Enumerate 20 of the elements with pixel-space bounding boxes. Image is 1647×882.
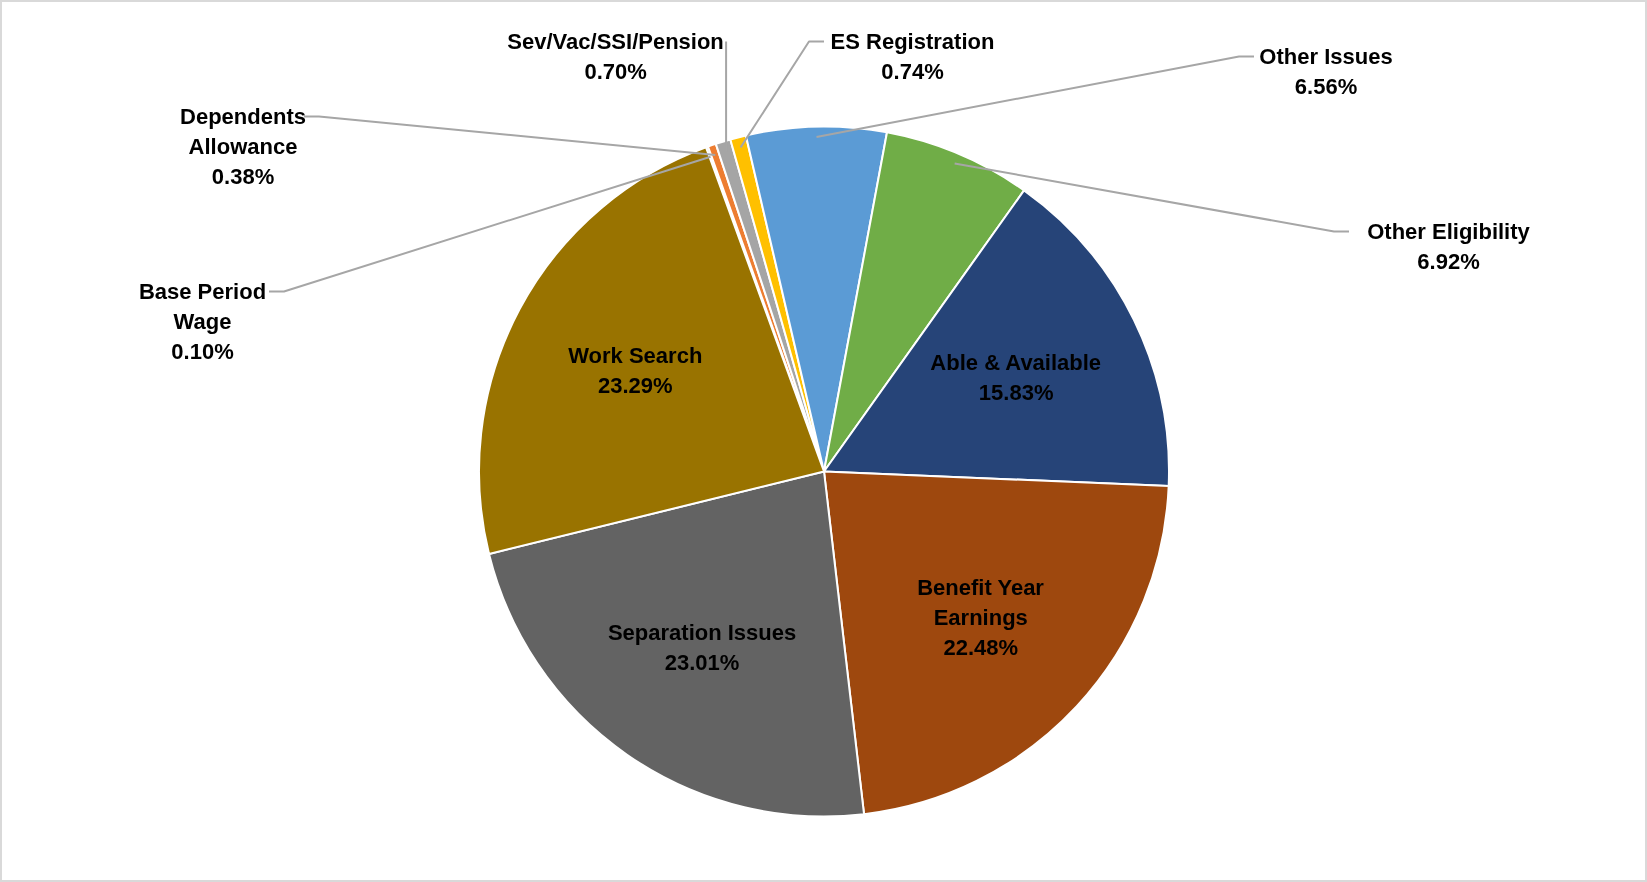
slice-label: Base Period Wage [138,279,267,334]
data-label: 0.38% [211,164,275,189]
data-label: 0.70% [584,59,647,84]
data-label: 0.74% [881,59,944,84]
slice-label: ES Registration [830,29,995,54]
slice-label: Work Search [568,343,703,369]
slice-label: Benefit Year Earnings [917,574,1045,630]
data-label: 6.56% [1294,74,1358,99]
data-label: 6.92% [1417,249,1480,274]
slice-label: Other Eligibility [1367,219,1531,244]
slice-label: Dependents Allowance [180,104,306,159]
slice-label: Separation Issues [607,619,797,645]
slice-label: Sev/Vac/SSI/Pension [507,29,724,54]
data-label: 0.10% [171,339,234,364]
data-label: 23.01% [664,649,740,675]
data-label: 23.29% [597,373,673,399]
data-label: 15.83% [978,379,1054,405]
data-label: 22.48% [943,634,1019,660]
slice-label: Able & Available [930,349,1102,375]
slice-label: Other Issues [1259,44,1393,69]
